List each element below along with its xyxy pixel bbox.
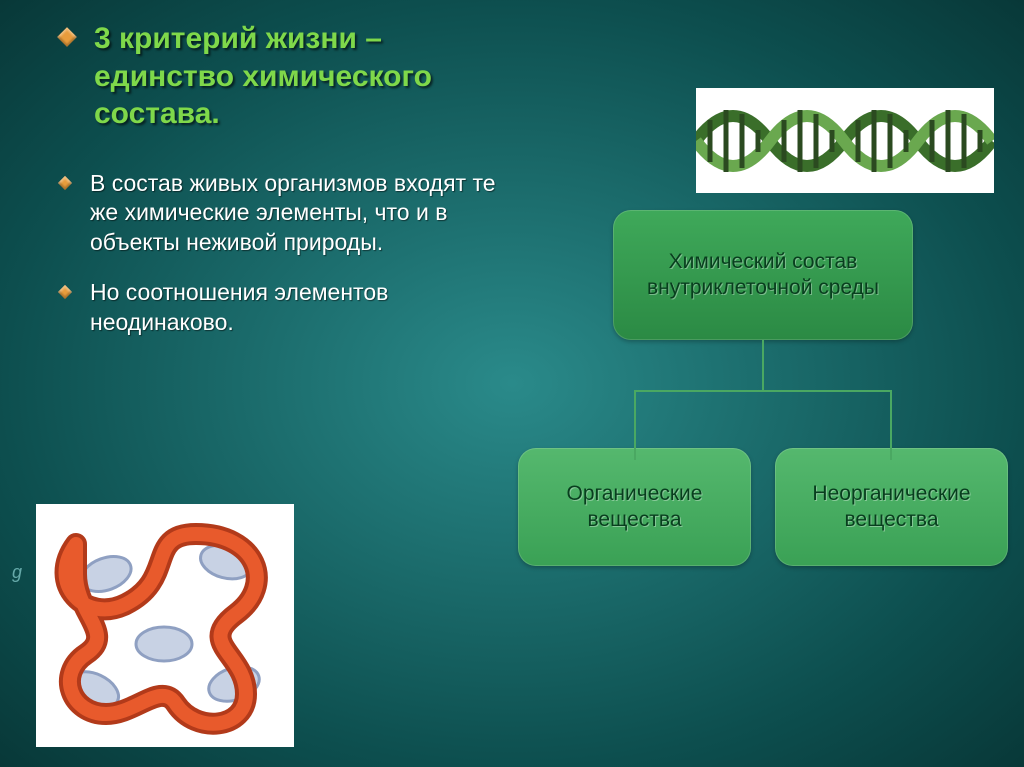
org-connector-vertical [762,340,764,390]
marginal-char: g [12,562,22,583]
org-chart: Химический состав внутриклеточной среды … [518,210,1008,566]
org-child-label: Неорганические вещества [785,481,998,534]
body-bullet-text: В состав живых организмов входят те же х… [90,169,500,259]
org-connector-drop [634,392,636,460]
org-child-label: Органические вещества [528,481,741,534]
dna-helix-icon [696,88,994,193]
body-bullet-row: Но соотношения элементов неодинаково. [60,278,500,338]
slide-title: 3 критерий жизни – единство химического … [94,20,500,133]
org-root-label: Химический состав внутриклеточной среды [631,249,895,302]
org-child-box: Неорганические вещества [775,448,1008,566]
bullet-marker-icon [57,27,77,47]
org-children-row: Органические вещества Неорганические вещ… [518,448,1008,566]
protein-fold-icon [36,504,294,747]
org-child-box: Органические вещества [518,448,751,566]
body-bullet-text: Но соотношения элементов неодинаково. [90,278,500,338]
protein-fold-image [36,504,294,747]
bullet-marker-icon [58,285,72,299]
org-connector-horizontal [634,390,892,392]
bullet-marker-icon [58,175,72,189]
org-connector-drop [890,392,892,460]
body-bullet-row: В состав живых организмов входят те же х… [60,169,500,259]
left-column: 3 критерий жизни – единство химического … [60,20,500,346]
title-bullet-row: 3 критерий жизни – единство химического … [60,20,500,133]
dna-helix-image [696,88,994,193]
org-root-box: Химический состав внутриклеточной среды [613,210,913,340]
